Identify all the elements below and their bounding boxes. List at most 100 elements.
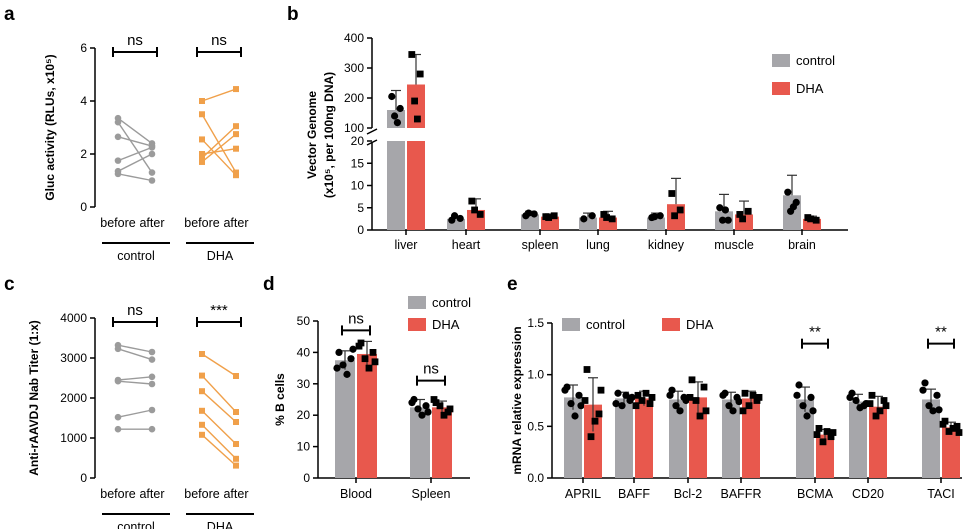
panel-e-point-DHA-BAFFR-5	[755, 394, 763, 401]
panel-e-point-DHA-BCMA-1	[827, 433, 835, 441]
panel-a-y-tick-label-0: 0	[80, 200, 87, 214]
panel-c-DHA-before-point-1	[199, 372, 205, 379]
panel-e-point-DHA-BAFF-0	[634, 391, 642, 399]
panel-b-y-tick-label-upper-2: 300	[344, 61, 364, 75]
panel-a-DHA-before-point-3	[199, 151, 205, 157]
panel-b-point-control-liver-0	[388, 92, 396, 101]
panel-b-x-label-brain: brain	[788, 238, 816, 252]
panel-b-legend-label-control: control	[796, 53, 835, 68]
panel-e-point-DHA-APRIL-0	[583, 366, 591, 373]
panel-b-point-control-heart-1	[456, 214, 464, 223]
panel-b-point-DHA-kidney-0	[668, 190, 676, 197]
panel-a-DHA-after-point-2	[233, 172, 239, 179]
panel-b-bar-control-liver-lower	[387, 141, 405, 230]
panel-a-group-label-control: control	[117, 249, 155, 263]
panel-e-x-label-CD20: CD20	[852, 487, 884, 501]
panel-b-axis-break-lower	[366, 139, 378, 146]
panel-e-point-DHA-Bcl-2-1	[700, 383, 708, 391]
panel-a-control-pair-line-3	[117, 146, 153, 162]
panel-b-y-tick-label-upper-1: 200	[344, 91, 364, 105]
panel-e-point-control-BAFF-5	[628, 393, 636, 401]
panel-e-legend-swatch-dha	[662, 318, 680, 331]
panel-d-sig-Blood-label: ns	[348, 310, 364, 327]
panel-c-x-label-3: after	[223, 487, 248, 501]
panel-d-point-DHA-Spleen-3	[440, 411, 448, 419]
panel-c-DHA-pair-line-5	[201, 434, 237, 467]
panel-a-y-tick-label-2: 4	[80, 94, 87, 108]
panel-a-DHA-pair-line-2	[201, 138, 237, 176]
panel-b-letter: b	[287, 4, 299, 25]
panel-b-point-DHA-heart-0	[468, 197, 476, 205]
panel-e-sig-TACI-label: **	[935, 324, 947, 341]
panel-a-DHA-after-point-4	[233, 123, 239, 130]
panel-e-bar-control-CD20	[849, 401, 867, 478]
panel-b-point-DHA-liver-0	[408, 51, 416, 58]
panel-d-bar-DHA-Spleen	[432, 407, 452, 478]
panel-c-control-before-point-1	[114, 345, 122, 353]
panel-e-legend-label-dha: DHA	[686, 317, 714, 332]
panel-b-y-tick-label-lower-1: 5	[357, 201, 364, 215]
panel-b-point-control-liver-2	[391, 112, 399, 120]
panel-d-x-label-Spleen: Spleen	[412, 487, 451, 501]
panel-e-point-control-TACI-2	[925, 402, 933, 410]
panel-e-bar-control-TACI	[922, 399, 940, 478]
panel-e-point-DHA-TACI-3	[949, 425, 957, 432]
panel-a-DHA-pair-line-1	[201, 113, 237, 173]
panel-e-point-DHA-CD20-2	[872, 412, 880, 420]
panel-b-point-control-spleen-2	[525, 209, 533, 217]
panel-b-axis-break-upper	[366, 128, 378, 135]
panel-c-control-after-point-4	[148, 406, 156, 414]
panel-c-DHA-after-point-4	[233, 455, 239, 462]
panel-b-point-control-muscle-1	[724, 216, 732, 224]
panel-e-point-DHA-BAFFR-2	[745, 402, 753, 410]
panel-e-bar-control-BAFFR	[722, 399, 740, 478]
panel-c-DHA-after-point-3	[233, 441, 239, 447]
panel-e-bar-control-BAFF	[615, 398, 633, 478]
panel-a-control-after-point-5	[148, 177, 156, 184]
panel-e-point-control-APRIL-1	[575, 391, 583, 399]
panel-d-legend-swatch-dha	[408, 318, 426, 331]
panel-b-y-tick-label-lower-0: 0	[357, 223, 364, 237]
panel-e-point-DHA-CD20-1	[880, 397, 888, 404]
panel-b-point-control-heart-2	[451, 212, 459, 220]
panel-c-sig-control-label: ns	[127, 302, 143, 319]
panel-b-point-control-liver-3	[393, 119, 401, 127]
panel-e-point-DHA-BAFFR-0	[741, 389, 749, 397]
panel-a-x-label-3: after	[223, 216, 248, 230]
panel-e-point-DHA-Bcl-2-2	[692, 397, 700, 404]
panel-e-bar-DHA-BAFFR	[742, 398, 760, 478]
panel-e-y-tick-label-3: 1.5	[527, 316, 544, 330]
panel-e-legend-label-control: control	[586, 317, 625, 332]
panel-a-DHA-pair-line-0	[201, 88, 237, 102]
panel-e-point-control-TACI-3	[929, 407, 937, 415]
panel-c-y-tick-label-2: 2000	[60, 391, 87, 405]
panel-e-point-control-BCMA-4	[793, 391, 801, 399]
panel-c-DHA-before-point-5	[199, 431, 205, 438]
panel-d-bar-control-Spleen	[410, 407, 430, 478]
panel-b-point-DHA-muscle-2	[739, 215, 746, 223]
panel-e-point-DHA-Bcl-2-4	[686, 394, 694, 401]
panel-a-control-before-point-1	[114, 118, 122, 126]
panel-a-DHA-pair-line-4	[201, 125, 237, 159]
panel-e-point-DHA-BAFF-5	[648, 394, 656, 401]
panel-e-point-DHA-Bcl-2-3	[696, 412, 704, 420]
panel-c-x-label-1: after	[139, 487, 164, 501]
panel-d-point-control-Blood-0	[335, 348, 343, 356]
panel-e-point-DHA-CD20-5	[882, 402, 890, 410]
panel-e-bar-control-Bcl-2	[669, 399, 687, 478]
panel-c-DHA-after-point-2	[233, 419, 239, 425]
panel-b-y-label-line1: Vector Genome	[305, 91, 319, 179]
panel-d-point-DHA-Blood-1	[369, 349, 377, 356]
panel-b-point-control-liver-1	[396, 104, 404, 113]
panel-e-point-DHA-APRIL-5	[597, 386, 605, 394]
panel-a-control-before-point-5	[114, 170, 122, 178]
panel-c-DHA-before-point-3	[199, 407, 205, 414]
panel-b-legend-swatch-control	[772, 54, 790, 67]
panel-a-control-before-point-3	[114, 157, 122, 164]
panel-e-point-DHA-CD20-4	[866, 400, 874, 407]
panel-d-y-tick-label-3: 30	[297, 377, 311, 391]
panel-b-x-label-spleen: spleen	[522, 238, 559, 252]
panel-a-DHA-before-point-1	[199, 111, 205, 118]
panel-d-letter: d	[263, 274, 275, 295]
panel-e-bar-DHA-BCMA	[816, 434, 834, 478]
